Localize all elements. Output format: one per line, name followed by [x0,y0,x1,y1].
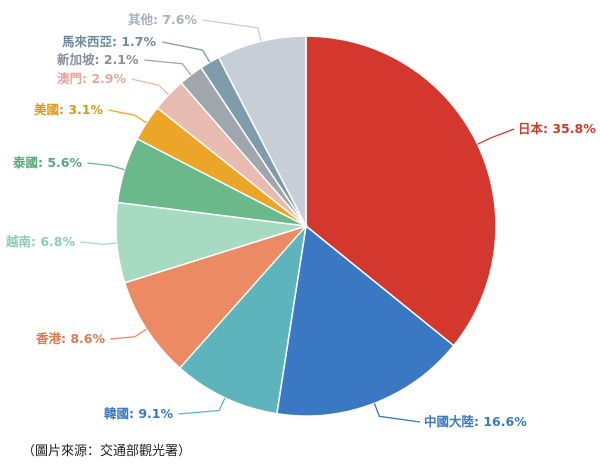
leader-line [202,19,262,42]
slice-label: 美國: 3.1% [34,102,103,117]
leader-line [131,78,170,96]
slice-label: 越南: 6.8% [5,234,75,249]
leader-line [144,59,192,76]
slice-label: 澳門: 2.9% [57,71,126,86]
slice-label: 中國大陸: 16.6% [424,414,527,429]
slice-label: 韓國: 9.1% [104,406,173,421]
slice-label: 香港: 8.6% [35,331,105,346]
leader-line [162,41,211,63]
leader-line [110,328,147,340]
slice-label: 日本: 35.8% [518,121,596,136]
slice-label: 新加坡: 2.1% [57,52,139,67]
leader-line [87,162,125,171]
slice-label: 其他: 7.6% [128,12,197,27]
leader-line [80,241,117,245]
slice-label: 馬來西亞: 1.7% [62,34,156,49]
pie-slice [123,224,309,370]
leader-line [178,397,226,415]
slice-label: 泰國: 5.6% [12,155,82,170]
leader-line [108,109,147,124]
leader-line [373,403,421,423]
leader-line [477,128,515,145]
source-caption: （圖片來源：交通部觀光署） [22,444,192,459]
